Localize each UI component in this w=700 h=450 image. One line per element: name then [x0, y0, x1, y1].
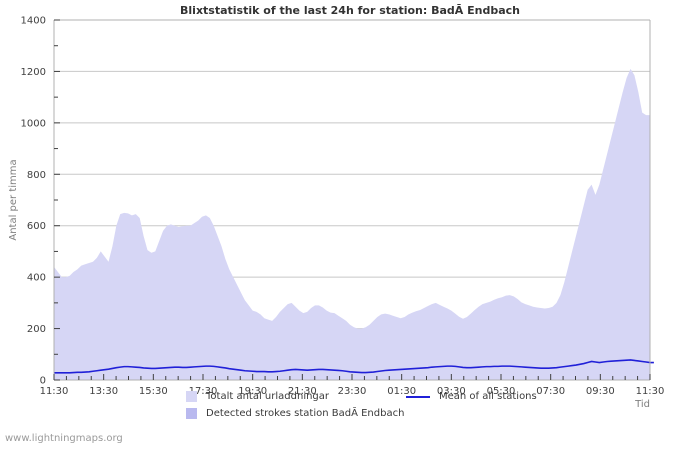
legend-label-detected-strokes: Detected strokes station BadĀ Endbach	[206, 408, 405, 419]
y-tick-label: 400	[27, 273, 46, 284]
y-tick-label: 800	[27, 170, 46, 181]
legend-item-detected-strokes: Detected strokes station BadĀ Endbach	[186, 408, 404, 419]
x-tick-label: 11:30	[636, 386, 665, 397]
legend-label-mean-all-stations: Mean of all stations	[439, 391, 537, 402]
x-tick-label: 21:30	[288, 386, 317, 397]
legend-label-total-discharges: Totalt antal urladdningar	[206, 391, 330, 402]
x-tick-label: 13:30	[89, 386, 118, 397]
x-tick-label: 07:30	[536, 386, 565, 397]
x-tick-label: 17:30	[189, 386, 218, 397]
x-tick-label: 19:30	[238, 386, 267, 397]
y-tick-label: 1000	[21, 118, 46, 129]
x-tick-label: 05:30	[487, 386, 516, 397]
legend-swatch-total-discharges	[186, 391, 197, 402]
y-tick-label: 200	[27, 324, 46, 335]
chart-legend: Totalt antal urladdningar Detected strok…	[0, 391, 700, 426]
y-tick-label: 1400	[21, 16, 46, 27]
x-tick-label: 23:30	[338, 386, 367, 397]
x-tick-label: 11:30	[40, 386, 69, 397]
chart-title: Blixtstatistik of the last 24h for stati…	[180, 4, 520, 17]
x-tick-label: 03:30	[437, 386, 466, 397]
y-axis-label: Antal per timma	[8, 159, 19, 240]
legend-item-total-discharges: Totalt antal urladdningar	[186, 391, 329, 402]
legend-item-mean-all-stations: Mean of all stations	[406, 391, 537, 402]
y-tick-label: 1200	[21, 67, 46, 78]
legend-line-mean-all-stations	[406, 395, 430, 398]
x-axis-label: Tid	[634, 399, 650, 410]
legend-swatch-detected-strokes	[186, 408, 197, 419]
footer-url: www.lightningmaps.org	[5, 433, 123, 444]
y-tick-label: 600	[27, 221, 46, 232]
x-tick-label: 09:30	[586, 386, 615, 397]
y-tick-label: 0	[40, 376, 46, 387]
x-tick-label: 15:30	[139, 386, 168, 397]
x-tick-label: 01:30	[387, 386, 416, 397]
